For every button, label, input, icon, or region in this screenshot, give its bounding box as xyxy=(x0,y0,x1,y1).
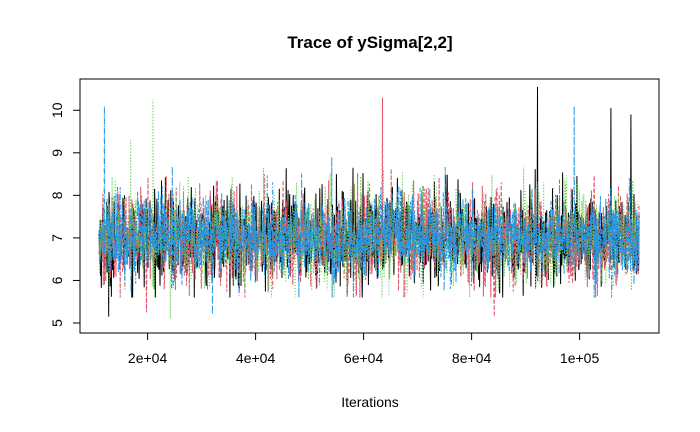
y-tick-label: 7 xyxy=(49,234,65,242)
x-tick-label: 1e+05 xyxy=(560,350,600,366)
plot-area xyxy=(79,78,660,334)
x-tick-label: 6e+04 xyxy=(344,350,384,366)
chart-title: Trace of ySigma[2,2] xyxy=(287,33,452,52)
x-tick-label: 4e+04 xyxy=(236,350,276,366)
x-tick-label: 8e+04 xyxy=(452,350,492,366)
x-axis: 2e+04 4e+04 6e+04 8e+04 1e+05 xyxy=(128,332,600,366)
y-tick-label: 5 xyxy=(49,319,65,327)
x-tick-label: 2e+04 xyxy=(128,350,168,366)
y-tick-label: 9 xyxy=(49,149,65,157)
series-line-chain-4 xyxy=(98,105,640,315)
y-tick-label: 6 xyxy=(49,276,65,284)
y-tick-label: 8 xyxy=(49,191,65,199)
y-axis: 5 6 7 8 9 10 xyxy=(49,102,81,327)
x-axis-label: Iterations xyxy=(341,394,399,410)
y-tick-label: 10 xyxy=(49,102,65,118)
series-layer xyxy=(98,86,640,319)
